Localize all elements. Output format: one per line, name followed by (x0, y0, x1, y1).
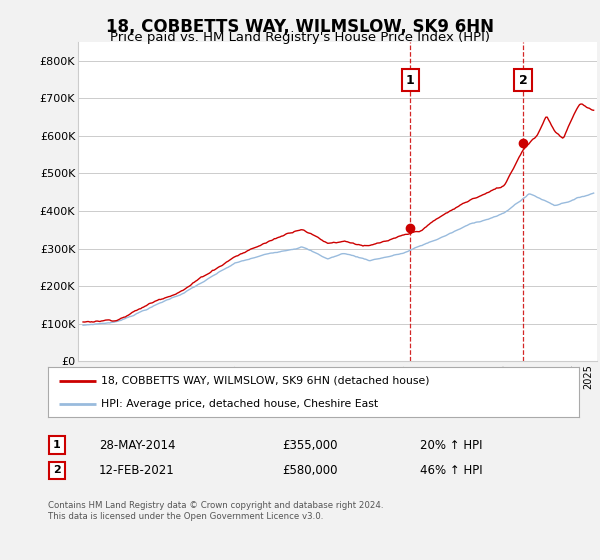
Text: £355,000: £355,000 (282, 438, 337, 452)
Text: Contains HM Land Registry data © Crown copyright and database right 2024.
This d: Contains HM Land Registry data © Crown c… (48, 501, 383, 521)
Text: 12-FEB-2021: 12-FEB-2021 (99, 464, 175, 477)
Text: 46% ↑ HPI: 46% ↑ HPI (420, 464, 482, 477)
Text: 1: 1 (406, 74, 415, 87)
Text: 2: 2 (519, 74, 527, 87)
Text: 18, COBBETTS WAY, WILMSLOW, SK9 6HN: 18, COBBETTS WAY, WILMSLOW, SK9 6HN (106, 18, 494, 36)
Text: 2: 2 (53, 465, 61, 475)
Text: 18, COBBETTS WAY, WILMSLOW, SK9 6HN (detached house): 18, COBBETTS WAY, WILMSLOW, SK9 6HN (det… (101, 376, 430, 386)
Text: 20% ↑ HPI: 20% ↑ HPI (420, 438, 482, 452)
Text: HPI: Average price, detached house, Cheshire East: HPI: Average price, detached house, Ches… (101, 399, 378, 409)
Text: Price paid vs. HM Land Registry's House Price Index (HPI): Price paid vs. HM Land Registry's House … (110, 31, 490, 44)
Text: 1: 1 (53, 440, 61, 450)
Text: £580,000: £580,000 (282, 464, 337, 477)
Text: 28-MAY-2014: 28-MAY-2014 (99, 438, 176, 452)
